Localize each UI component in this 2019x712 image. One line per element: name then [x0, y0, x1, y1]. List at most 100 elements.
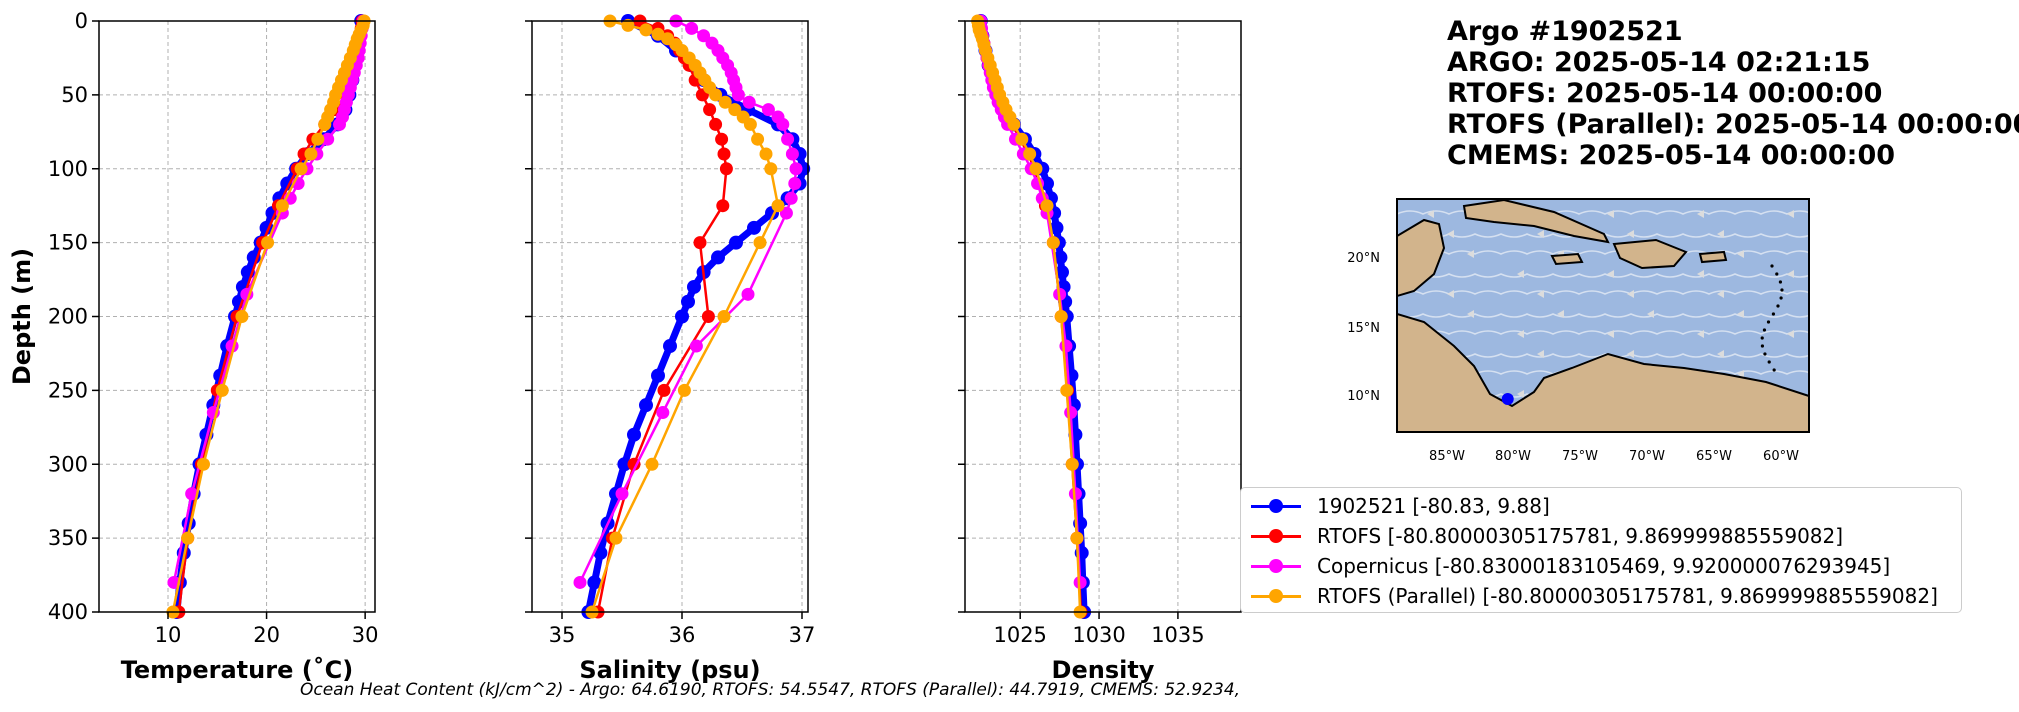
salinity-axis-label: Salinity (psu): [579, 656, 760, 684]
legend-item-argo: 1902521 [-80.83, 9.88]: [1249, 491, 1961, 521]
streamline-arrow: [1717, 230, 1724, 238]
title-cmems-time: CMEMS: 2025-05-14 00:00:00: [1447, 140, 1896, 171]
data-point: [1023, 147, 1037, 161]
data-point: [788, 177, 802, 191]
map-land: [1396, 198, 1810, 433]
map-lon-label: 75°W: [1562, 449, 1598, 464]
legend-label-rtofs: RTOFS [-80.80000305175781, 9.86999988555…: [1317, 524, 1844, 548]
data-point: [689, 339, 703, 353]
data-point: [1064, 406, 1078, 420]
data-point: [771, 199, 785, 213]
streamline: [1396, 290, 1810, 295]
data-point: [639, 23, 653, 37]
streamline-arrow: [1717, 290, 1724, 298]
data-point: [681, 294, 695, 309]
data-point: [215, 383, 229, 397]
data-point: [1060, 383, 1074, 397]
streamline-arrow: [1537, 230, 1544, 238]
data-point: [729, 235, 743, 250]
temperature-axis-label: Temperature (˚C): [121, 656, 354, 684]
streamline-arrow: [1627, 350, 1634, 358]
streamline-arrow: [1517, 390, 1524, 398]
data-point: [657, 383, 671, 397]
series-temperature-3: [166, 14, 371, 619]
data-point: [717, 310, 731, 323]
data-point: [1046, 236, 1060, 250]
map-frame: [1396, 198, 1810, 433]
title-rtofs-time: RTOFS: 2025-05-14 00:00:00: [1447, 78, 1883, 109]
data-point: [663, 339, 677, 354]
series-salinity-2: [573, 14, 803, 589]
data-point: [1054, 265, 1069, 280]
streamline-arrow: [1627, 230, 1634, 238]
x-tick-label: 36: [669, 623, 696, 647]
data-point: [1053, 250, 1068, 265]
data-point: [719, 162, 733, 176]
data-point: [728, 103, 742, 117]
lesser-antilles-island: [1778, 280, 1783, 284]
lesser-antilles-island: [1771, 312, 1776, 316]
data-point: [685, 21, 699, 35]
x-tick-label: 1025: [993, 623, 1046, 647]
lesser-antilles-island: [1776, 304, 1780, 308]
x-tick-label: 10: [155, 623, 182, 647]
series-salinity-3: [585, 14, 785, 619]
lesser-antilles-island: [1767, 360, 1771, 364]
data-point: [651, 368, 665, 383]
legend-item-rtofs: RTOFS [-80.80000305175781, 9.86999988555…: [1249, 521, 1961, 551]
data-point: [627, 427, 641, 442]
data-point: [731, 88, 745, 102]
streamline-arrow: [1787, 330, 1794, 338]
data-point: [675, 309, 689, 324]
data-point: [1029, 162, 1043, 176]
legend-swatch-copernicus: [1249, 551, 1303, 581]
legend-item-rtofs-parallel: RTOFS (Parallel) [-80.80000305175781, 9.…: [1249, 581, 1961, 611]
location-map: [1396, 198, 1810, 433]
streamline-arrow: [1787, 210, 1794, 218]
data-point: [781, 132, 795, 146]
data-point: [587, 575, 602, 590]
data-point: [709, 117, 723, 131]
data-point: [759, 147, 773, 161]
data-point: [235, 310, 249, 323]
data-point: [333, 117, 347, 131]
data-point: [693, 236, 707, 250]
data-point: [1040, 199, 1054, 213]
y-tick-label: 250: [48, 378, 88, 402]
data-point: [261, 236, 275, 250]
depth-axis-label: Depth (m): [8, 248, 36, 385]
streamline-arrow: [1537, 290, 1544, 298]
data-point: [639, 398, 653, 413]
streamline-arrow: [1627, 290, 1634, 298]
y-tick-label: 0: [75, 9, 88, 33]
x-tick-label: 1030: [1072, 623, 1125, 647]
data-point: [311, 132, 325, 146]
data-point: [741, 287, 755, 301]
data-point: [677, 383, 691, 397]
streamline-arrow: [1467, 250, 1474, 258]
streamline-arrow: [1607, 330, 1614, 338]
data-point: [321, 132, 335, 146]
ocean-heat-content-footer: Ocean Heat Content (kJ/cm^2) - Argo: 64.…: [300, 680, 1241, 700]
data-point: [617, 457, 632, 472]
data-point: [776, 117, 790, 131]
lesser-antilles-island: [1780, 288, 1784, 292]
map-lon-label: 60°W: [1763, 449, 1799, 464]
streamline-arrow: [1697, 270, 1704, 278]
title-argo-time: ARGO: 2025-05-14 02:21:15: [1447, 47, 1871, 78]
data-point: [275, 199, 289, 213]
x-tick-label: 37: [789, 623, 816, 647]
streamline-arrow: [1787, 270, 1794, 278]
lesser-antilles-island: [1775, 272, 1779, 276]
land-cuba: [1462, 198, 1610, 244]
x-tick-label: 30: [352, 623, 379, 647]
data-point: [709, 88, 723, 102]
data-point: [1073, 575, 1087, 589]
map-lon-label: 85°W: [1429, 449, 1465, 464]
legend-label-copernicus: Copernicus [-80.83000183105469, 9.920000…: [1317, 554, 1891, 578]
data-point: [743, 117, 757, 131]
y-tick-label: 400: [48, 600, 88, 624]
data-point: [573, 575, 587, 589]
streamline-arrow: [1517, 270, 1524, 278]
